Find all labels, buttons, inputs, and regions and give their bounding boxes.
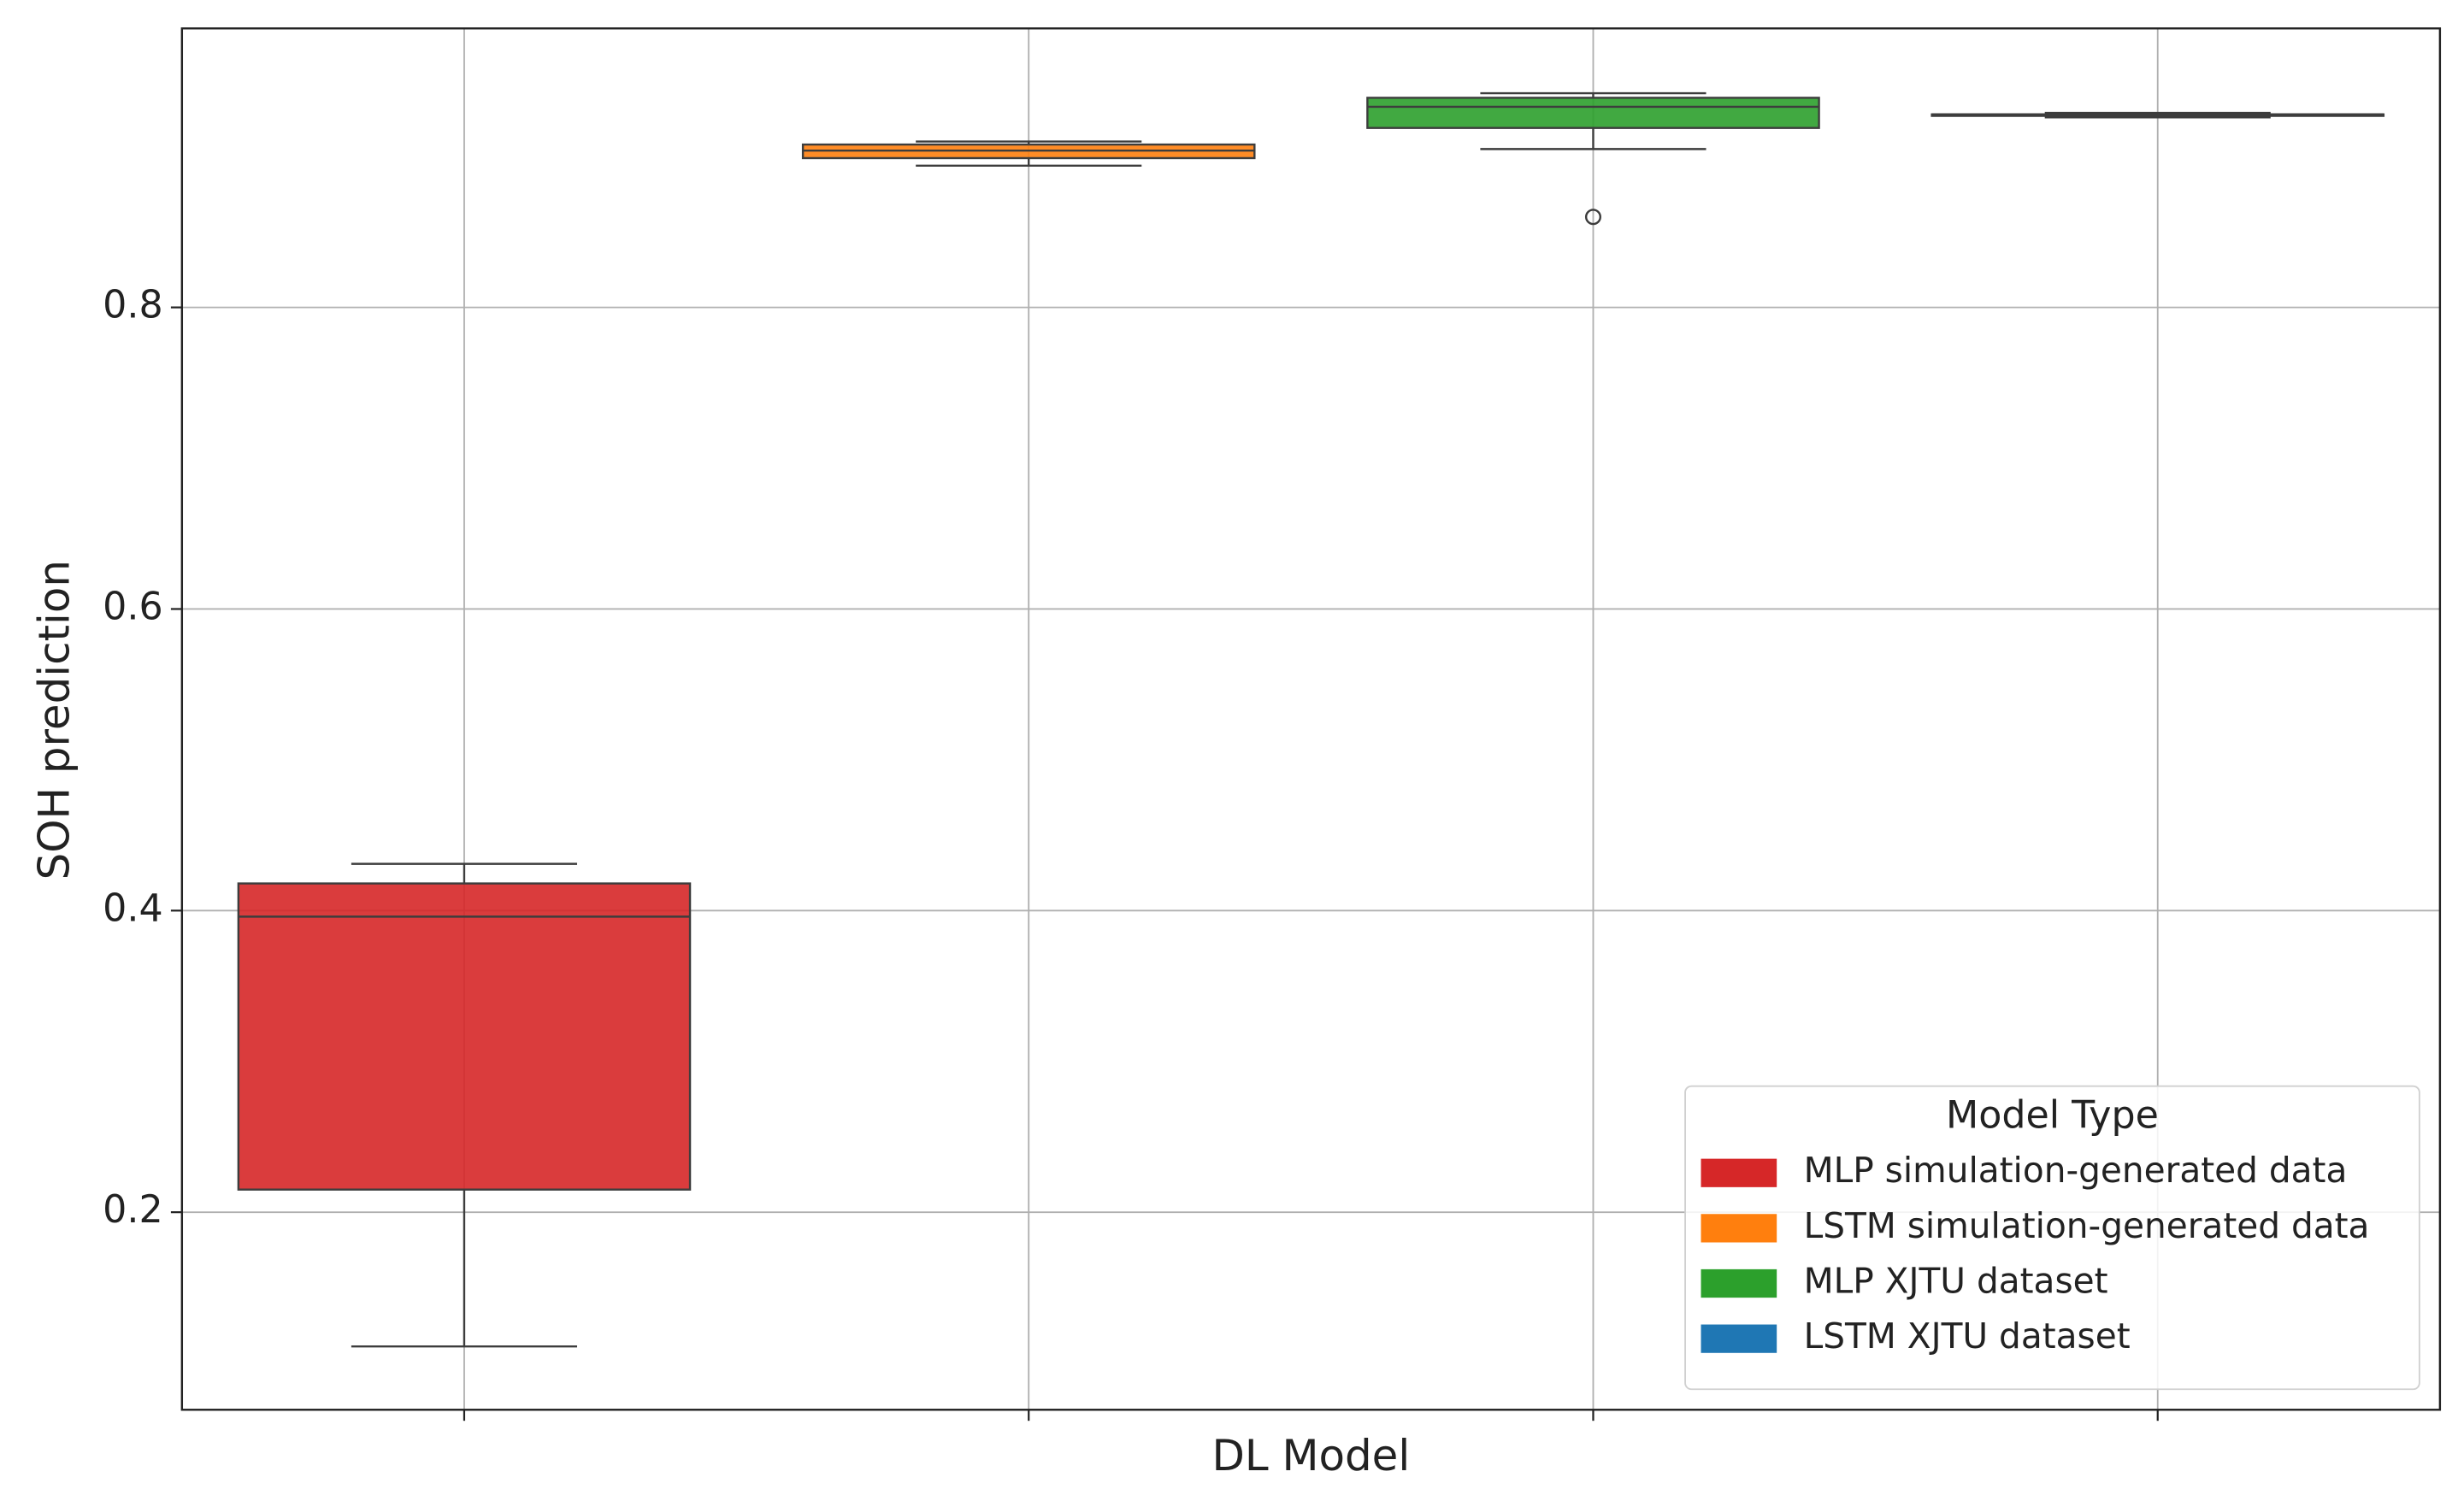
y-tick-label: 0.4 [103, 886, 162, 930]
legend-swatch [1701, 1324, 1777, 1353]
legend-label: MLP XJTU dataset [1804, 1261, 2108, 1302]
legend-title: Model Type [1946, 1094, 2159, 1138]
y-tick-label: 0.6 [103, 585, 162, 628]
y-axis-label: SOH prediction [29, 560, 79, 880]
box [1366, 97, 1820, 129]
flier [1584, 209, 1601, 226]
legend-swatch [1701, 1214, 1777, 1243]
y-tick-label: 0.2 [103, 1188, 162, 1232]
legend-label: LSTM simulation-generated data [1804, 1205, 2370, 1246]
legend-swatch [1701, 1158, 1777, 1187]
x-axis-label: DL Model [1211, 1431, 1410, 1480]
legend-swatch [1701, 1268, 1777, 1298]
legend-label: MLP simulation-generated data [1804, 1150, 2348, 1191]
box [237, 882, 692, 1191]
legend-label: LSTM XJTU dataset [1804, 1315, 2131, 1357]
y-tick-label: 0.8 [103, 284, 162, 327]
legend-box [1684, 1085, 2420, 1391]
plot-frame [180, 27, 2442, 1411]
